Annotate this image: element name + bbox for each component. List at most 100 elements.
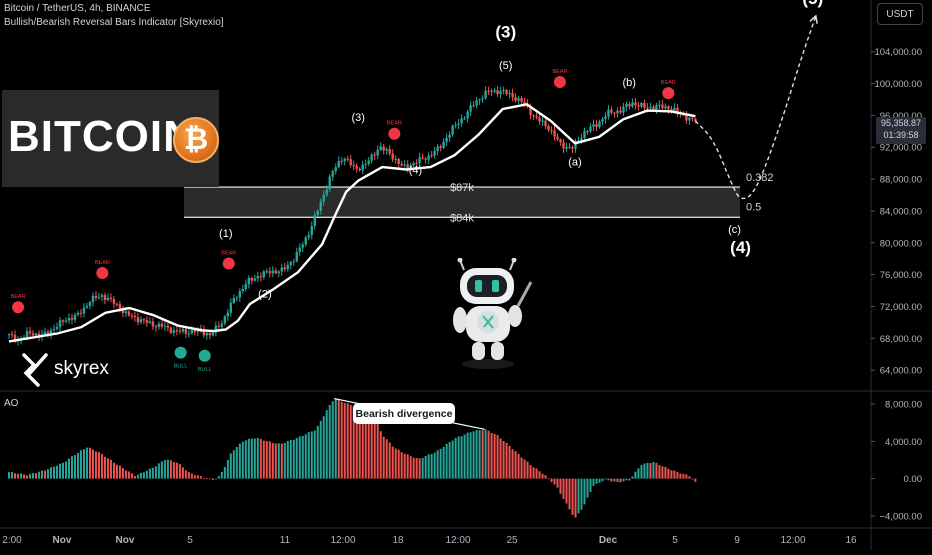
- candle-body: [376, 149, 379, 156]
- candle-body: [571, 147, 574, 149]
- ao-bar: [220, 471, 223, 479]
- candle-body: [205, 333, 209, 336]
- price-tick-label: 96,000.00: [880, 111, 922, 122]
- ao-bar: [562, 478, 565, 499]
- zone-label-87k: $87k: [450, 182, 474, 194]
- ao-bar: [175, 462, 178, 479]
- candle-body: [58, 320, 62, 327]
- candle-body: [592, 124, 595, 127]
- ao-bar: [361, 410, 364, 479]
- ao-indicator-label[interactable]: AO: [4, 398, 19, 409]
- price-tick-label: 80,000.00: [880, 238, 922, 249]
- ao-bar: [589, 478, 592, 493]
- candle-body: [568, 146, 571, 148]
- ao-bar: [511, 449, 514, 479]
- candle-body: [577, 140, 580, 142]
- price-tick-label: 104,000.00: [874, 47, 922, 58]
- ao-bar: [103, 456, 106, 479]
- ao-bar: [592, 478, 595, 486]
- ao-bar: [223, 466, 226, 479]
- skyrex-logo-text: skyrex: [54, 358, 109, 379]
- ao-bar: [301, 435, 304, 479]
- candle-body: [265, 271, 268, 273]
- bear-signal-dot: [12, 301, 25, 314]
- bear-signal-label: BEAR: [387, 121, 402, 127]
- bear-signal-label: BEAR: [95, 260, 110, 266]
- candle-body: [649, 106, 652, 108]
- candle-body: [298, 247, 301, 253]
- ao-bar: [277, 443, 280, 479]
- ao-bar: [304, 434, 307, 479]
- ao-bar: [514, 451, 517, 479]
- candle-body: [37, 333, 41, 337]
- ao-bar: [682, 473, 685, 479]
- candle-body: [670, 109, 673, 111]
- candle-body: [388, 149, 391, 154]
- candle-body: [484, 90, 487, 99]
- ao-bar: [250, 438, 253, 479]
- ao-bar: [523, 459, 526, 479]
- ao-bar: [616, 478, 619, 482]
- time-tick-label: 5: [672, 535, 678, 546]
- symbol-title[interactable]: Bitcoin / TetherUS, 4h, BINANCE: [4, 3, 151, 14]
- ao-bar: [337, 399, 340, 479]
- currency-button[interactable]: USDT: [877, 3, 923, 25]
- candle-body: [163, 325, 167, 327]
- ao-bar: [343, 403, 346, 479]
- time-tick-label: 25: [506, 535, 518, 546]
- ao-bar: [691, 478, 694, 480]
- bitcoin-logo-text: BITCOIN: [8, 112, 196, 161]
- candle-body: [208, 333, 212, 336]
- projection-path: [694, 15, 817, 200]
- ao-bar: [193, 475, 196, 479]
- ao-bar: [436, 450, 439, 479]
- ao-bar: [355, 407, 358, 479]
- candle-body: [463, 118, 466, 120]
- last-price-tag: 95,358.87 01:39:58: [876, 117, 926, 144]
- ao-bar: [505, 442, 508, 479]
- ao-bar: [205, 478, 208, 480]
- candle-body: [295, 252, 298, 262]
- ao-bar: [454, 437, 457, 479]
- candle-body: [676, 107, 679, 113]
- ao-bar: [133, 476, 136, 479]
- candle-body: [475, 100, 478, 106]
- candle-body: [103, 295, 107, 301]
- wave-label: (a): [568, 157, 581, 169]
- wave-label: (b): [622, 77, 635, 89]
- last-price-value: 95,358.87: [880, 118, 922, 128]
- candle-body: [247, 278, 251, 285]
- candle-body: [340, 160, 343, 162]
- candle-body: [574, 140, 577, 149]
- ao-bar: [427, 454, 430, 479]
- ao-bar: [694, 478, 697, 482]
- ao-bar: [649, 463, 652, 479]
- ao-bar: [295, 438, 298, 479]
- ao-bar: [244, 440, 247, 479]
- bear-signal-dot: [662, 87, 675, 100]
- candle-body: [466, 111, 469, 119]
- ao-bar: [487, 430, 490, 479]
- ao-bar: [667, 468, 670, 479]
- ao-bar: [226, 459, 229, 479]
- candle-body: [694, 118, 697, 122]
- ao-bar: [52, 466, 55, 479]
- candle-body: [394, 159, 397, 161]
- moving-average-line: [8, 103, 696, 343]
- ao-bar: [253, 438, 256, 479]
- candle-body: [238, 290, 242, 298]
- ao-bar: [325, 410, 328, 479]
- bitcoin-symbol: ₿: [183, 123, 209, 156]
- candle-body: [76, 312, 80, 315]
- candle-body: [172, 330, 176, 333]
- candle-body: [331, 171, 334, 177]
- candle-body: [133, 315, 137, 318]
- ao-bar: [148, 468, 151, 479]
- indicator-title[interactable]: Bullish/Bearish Reversal Bars Indicator …: [4, 17, 224, 28]
- candle-body: [562, 142, 565, 149]
- candle-body: [391, 153, 394, 160]
- candle-body: [664, 106, 667, 109]
- candle-body: [7, 334, 11, 336]
- ao-bar: [544, 475, 547, 479]
- candle-body: [22, 337, 26, 339]
